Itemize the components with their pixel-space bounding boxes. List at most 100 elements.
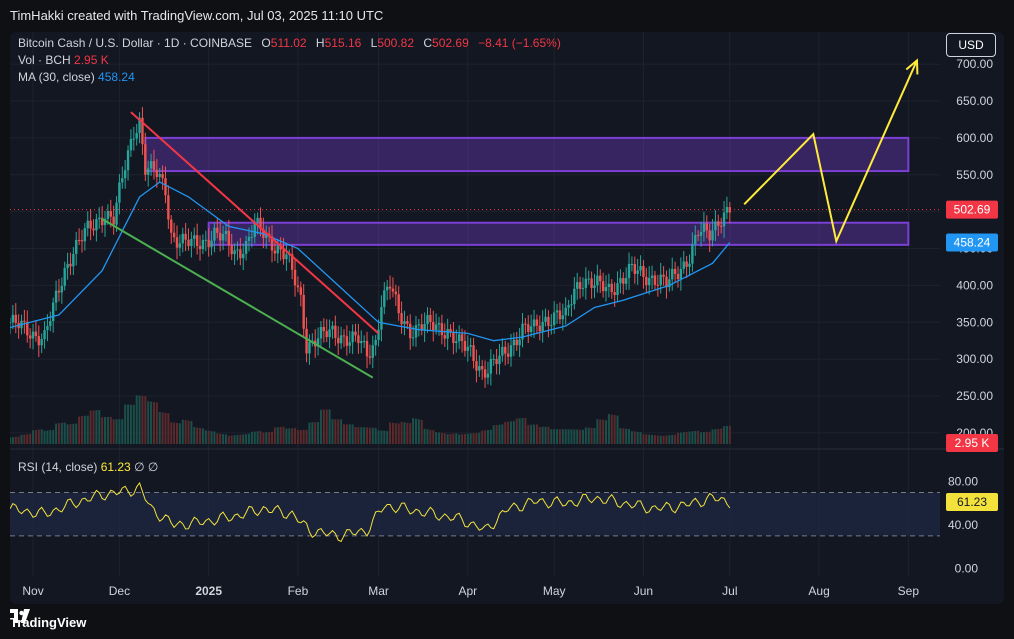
candle-body: [688, 263, 691, 267]
ma-legend[interactable]: MA (30, close) 458.24: [18, 70, 135, 84]
volume-bar: [714, 429, 717, 444]
candle-body: [417, 324, 421, 326]
candle-body: [126, 150, 130, 171]
volume-bar: [104, 417, 107, 444]
volume-bar: [530, 424, 533, 444]
candle-body: [247, 236, 251, 241]
volume-bar: [581, 429, 584, 444]
candle-body: [613, 292, 616, 296]
candle-body: [334, 325, 337, 338]
volume-bar: [43, 430, 46, 444]
candle-body: [452, 331, 455, 344]
candle-body: [627, 263, 631, 279]
candle-body: [483, 369, 487, 378]
volume-bar: [150, 401, 153, 444]
volume-legend[interactable]: Vol · BCH 2.95 K: [18, 53, 109, 67]
currency-button[interactable]: USD: [946, 33, 996, 57]
candle-body: [590, 278, 593, 288]
volume-bar: [184, 420, 187, 444]
candle-body: [178, 243, 182, 248]
volume-bar: [458, 434, 461, 444]
candle-body: [181, 233, 184, 244]
candle-body: [535, 319, 539, 326]
volume-bar: [501, 424, 504, 444]
volume-bar: [432, 430, 435, 444]
volume-bar: [694, 430, 697, 444]
candle-body: [668, 279, 671, 288]
volume-bar: [317, 422, 320, 444]
candle-body: [440, 323, 444, 336]
candle-body: [198, 245, 202, 250]
volume-bar: [720, 428, 723, 444]
candle-body: [103, 218, 107, 226]
volume-bar: [314, 422, 317, 444]
candle-body: [432, 322, 435, 330]
volume-bar: [14, 436, 17, 444]
candle-body: [175, 237, 179, 248]
volume-bar: [651, 434, 654, 444]
volume-bar: [518, 418, 521, 444]
candle-body: [581, 287, 585, 289]
candle-body: [434, 324, 438, 330]
volume-bar: [584, 427, 587, 444]
candle-body: [365, 340, 369, 357]
volume-bar: [132, 404, 135, 444]
volume-bar: [599, 419, 602, 444]
price-chart[interactable]: 200.00250.00300.00350.00400.00450.00500.…: [10, 32, 1004, 604]
high-label: H: [315, 36, 325, 50]
candle-body: [406, 321, 409, 324]
candle-body: [673, 268, 677, 274]
candle-body: [316, 338, 320, 347]
candle-body: [385, 286, 389, 291]
candle-body: [463, 340, 467, 351]
volume-bar: [449, 433, 452, 444]
candle-body: [83, 228, 87, 242]
candle-body: [541, 321, 544, 332]
candle-body: [221, 233, 225, 241]
candle-body: [624, 278, 628, 284]
candle-body: [371, 345, 374, 358]
rsi-legend[interactable]: RSI (14, close) 61.23 ∅ ∅: [18, 460, 158, 474]
candle-body: [302, 294, 305, 329]
volume-bar: [705, 431, 708, 444]
volume-bar: [360, 427, 363, 444]
candle-body: [69, 263, 72, 267]
candle-body: [538, 325, 541, 332]
x-tick-label: Mar: [368, 584, 389, 598]
volume-bar: [282, 426, 285, 444]
volume-bar: [302, 429, 305, 444]
candle-body: [270, 236, 274, 251]
candle-body: [671, 268, 674, 280]
ma-label: MA (30, close): [18, 70, 95, 84]
candle-body: [665, 276, 668, 288]
volume-bar: [412, 418, 415, 444]
volume-bar: [723, 426, 726, 444]
x-tick-label: Apr: [458, 584, 477, 598]
candle-body: [325, 331, 328, 338]
candle-body: [504, 346, 507, 354]
candle-body: [420, 324, 423, 331]
volume-bar: [46, 430, 49, 444]
candle-body: [123, 170, 127, 179]
candle-body: [521, 323, 524, 340]
volume-bar: [276, 427, 279, 444]
volume-bar: [66, 424, 69, 444]
candle-body: [388, 286, 392, 289]
candle-body: [368, 356, 372, 358]
candle-body: [561, 315, 565, 320]
footer-brand[interactable]: TradingView: [10, 609, 86, 635]
volume-bar: [576, 429, 579, 444]
candle-body: [642, 266, 645, 277]
symbol-legend[interactable]: Bitcoin Cash / U.S. Dollar · 1D · COINBA…: [18, 36, 561, 50]
volume-bar: [406, 422, 409, 444]
volume-bar: [512, 421, 515, 444]
volume-bar: [665, 435, 668, 444]
volume-bar: [265, 432, 268, 444]
volume-bar: [366, 427, 369, 444]
candle-body: [190, 238, 193, 247]
volume-bar: [625, 428, 628, 444]
volume-bar: [247, 433, 250, 444]
candle-body: [529, 326, 533, 332]
candle-body: [129, 138, 133, 151]
candle-body: [362, 340, 366, 342]
